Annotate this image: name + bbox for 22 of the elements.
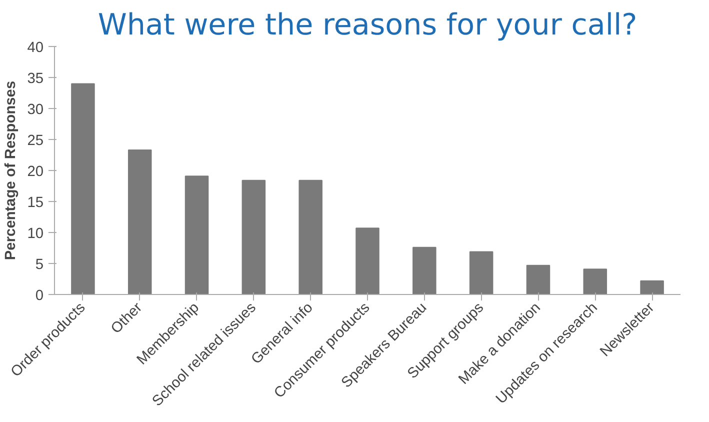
y-tick-label: 15 (27, 195, 44, 211)
y-tick-label: 20 (27, 164, 44, 180)
bar (640, 280, 664, 294)
y-tick-label: 25 (27, 133, 44, 149)
y-tick-label: 30 (27, 102, 44, 118)
bar (412, 246, 436, 294)
chart-title: What were the reasons for your call? (98, 8, 638, 42)
bar (71, 83, 95, 294)
bar (242, 180, 266, 294)
bar (184, 176, 209, 294)
bar (128, 150, 152, 294)
bar (356, 228, 380, 294)
bar (298, 180, 322, 294)
y-tick-label: 35 (27, 71, 44, 87)
y-axis-title: Percentage of Responses (3, 80, 20, 260)
bar (526, 264, 550, 294)
y-tick-label: 40 (27, 40, 44, 56)
y-tick-label: 10 (27, 226, 44, 242)
bar (583, 268, 608, 294)
y-tick-label: 5 (35, 257, 44, 273)
bar (469, 251, 494, 294)
y-tick-label: 0 (35, 288, 44, 304)
